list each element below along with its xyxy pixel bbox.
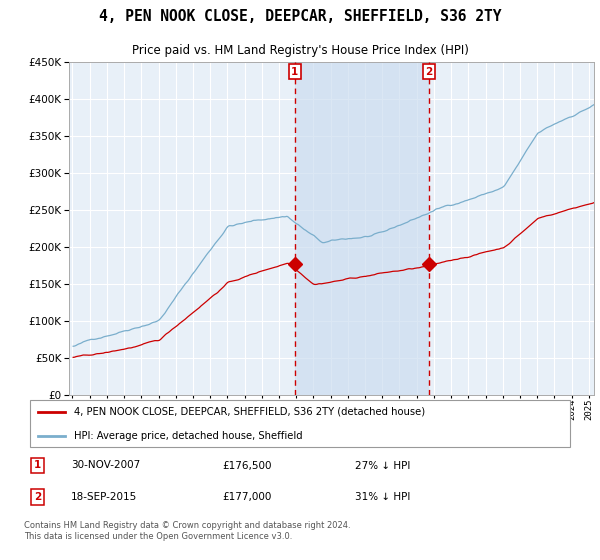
Text: HPI: Average price, detached house, Sheffield: HPI: Average price, detached house, Shef… [74, 431, 302, 441]
Text: 1: 1 [291, 67, 298, 77]
Text: 4, PEN NOOK CLOSE, DEEPCAR, SHEFFIELD, S36 2TY (detached house): 4, PEN NOOK CLOSE, DEEPCAR, SHEFFIELD, S… [74, 407, 425, 417]
Text: 2: 2 [34, 492, 41, 502]
Text: £176,500: £176,500 [223, 460, 272, 470]
Text: 30-NOV-2007: 30-NOV-2007 [71, 460, 140, 470]
Text: Price paid vs. HM Land Registry's House Price Index (HPI): Price paid vs. HM Land Registry's House … [131, 44, 469, 57]
Bar [295, 62, 429, 395]
Text: 18-SEP-2015: 18-SEP-2015 [71, 492, 137, 502]
Text: 27% ↓ HPI: 27% ↓ HPI [355, 460, 410, 470]
Text: £177,000: £177,000 [223, 492, 272, 502]
Text: 4, PEN NOOK CLOSE, DEEPCAR, SHEFFIELD, S36 2TY: 4, PEN NOOK CLOSE, DEEPCAR, SHEFFIELD, S… [99, 10, 501, 24]
Text: 2: 2 [425, 67, 433, 77]
FancyBboxPatch shape [29, 400, 571, 447]
Text: 1: 1 [34, 460, 41, 470]
Text: 31% ↓ HPI: 31% ↓ HPI [355, 492, 410, 502]
Text: Contains HM Land Registry data © Crown copyright and database right 2024.
This d: Contains HM Land Registry data © Crown c… [24, 521, 350, 541]
